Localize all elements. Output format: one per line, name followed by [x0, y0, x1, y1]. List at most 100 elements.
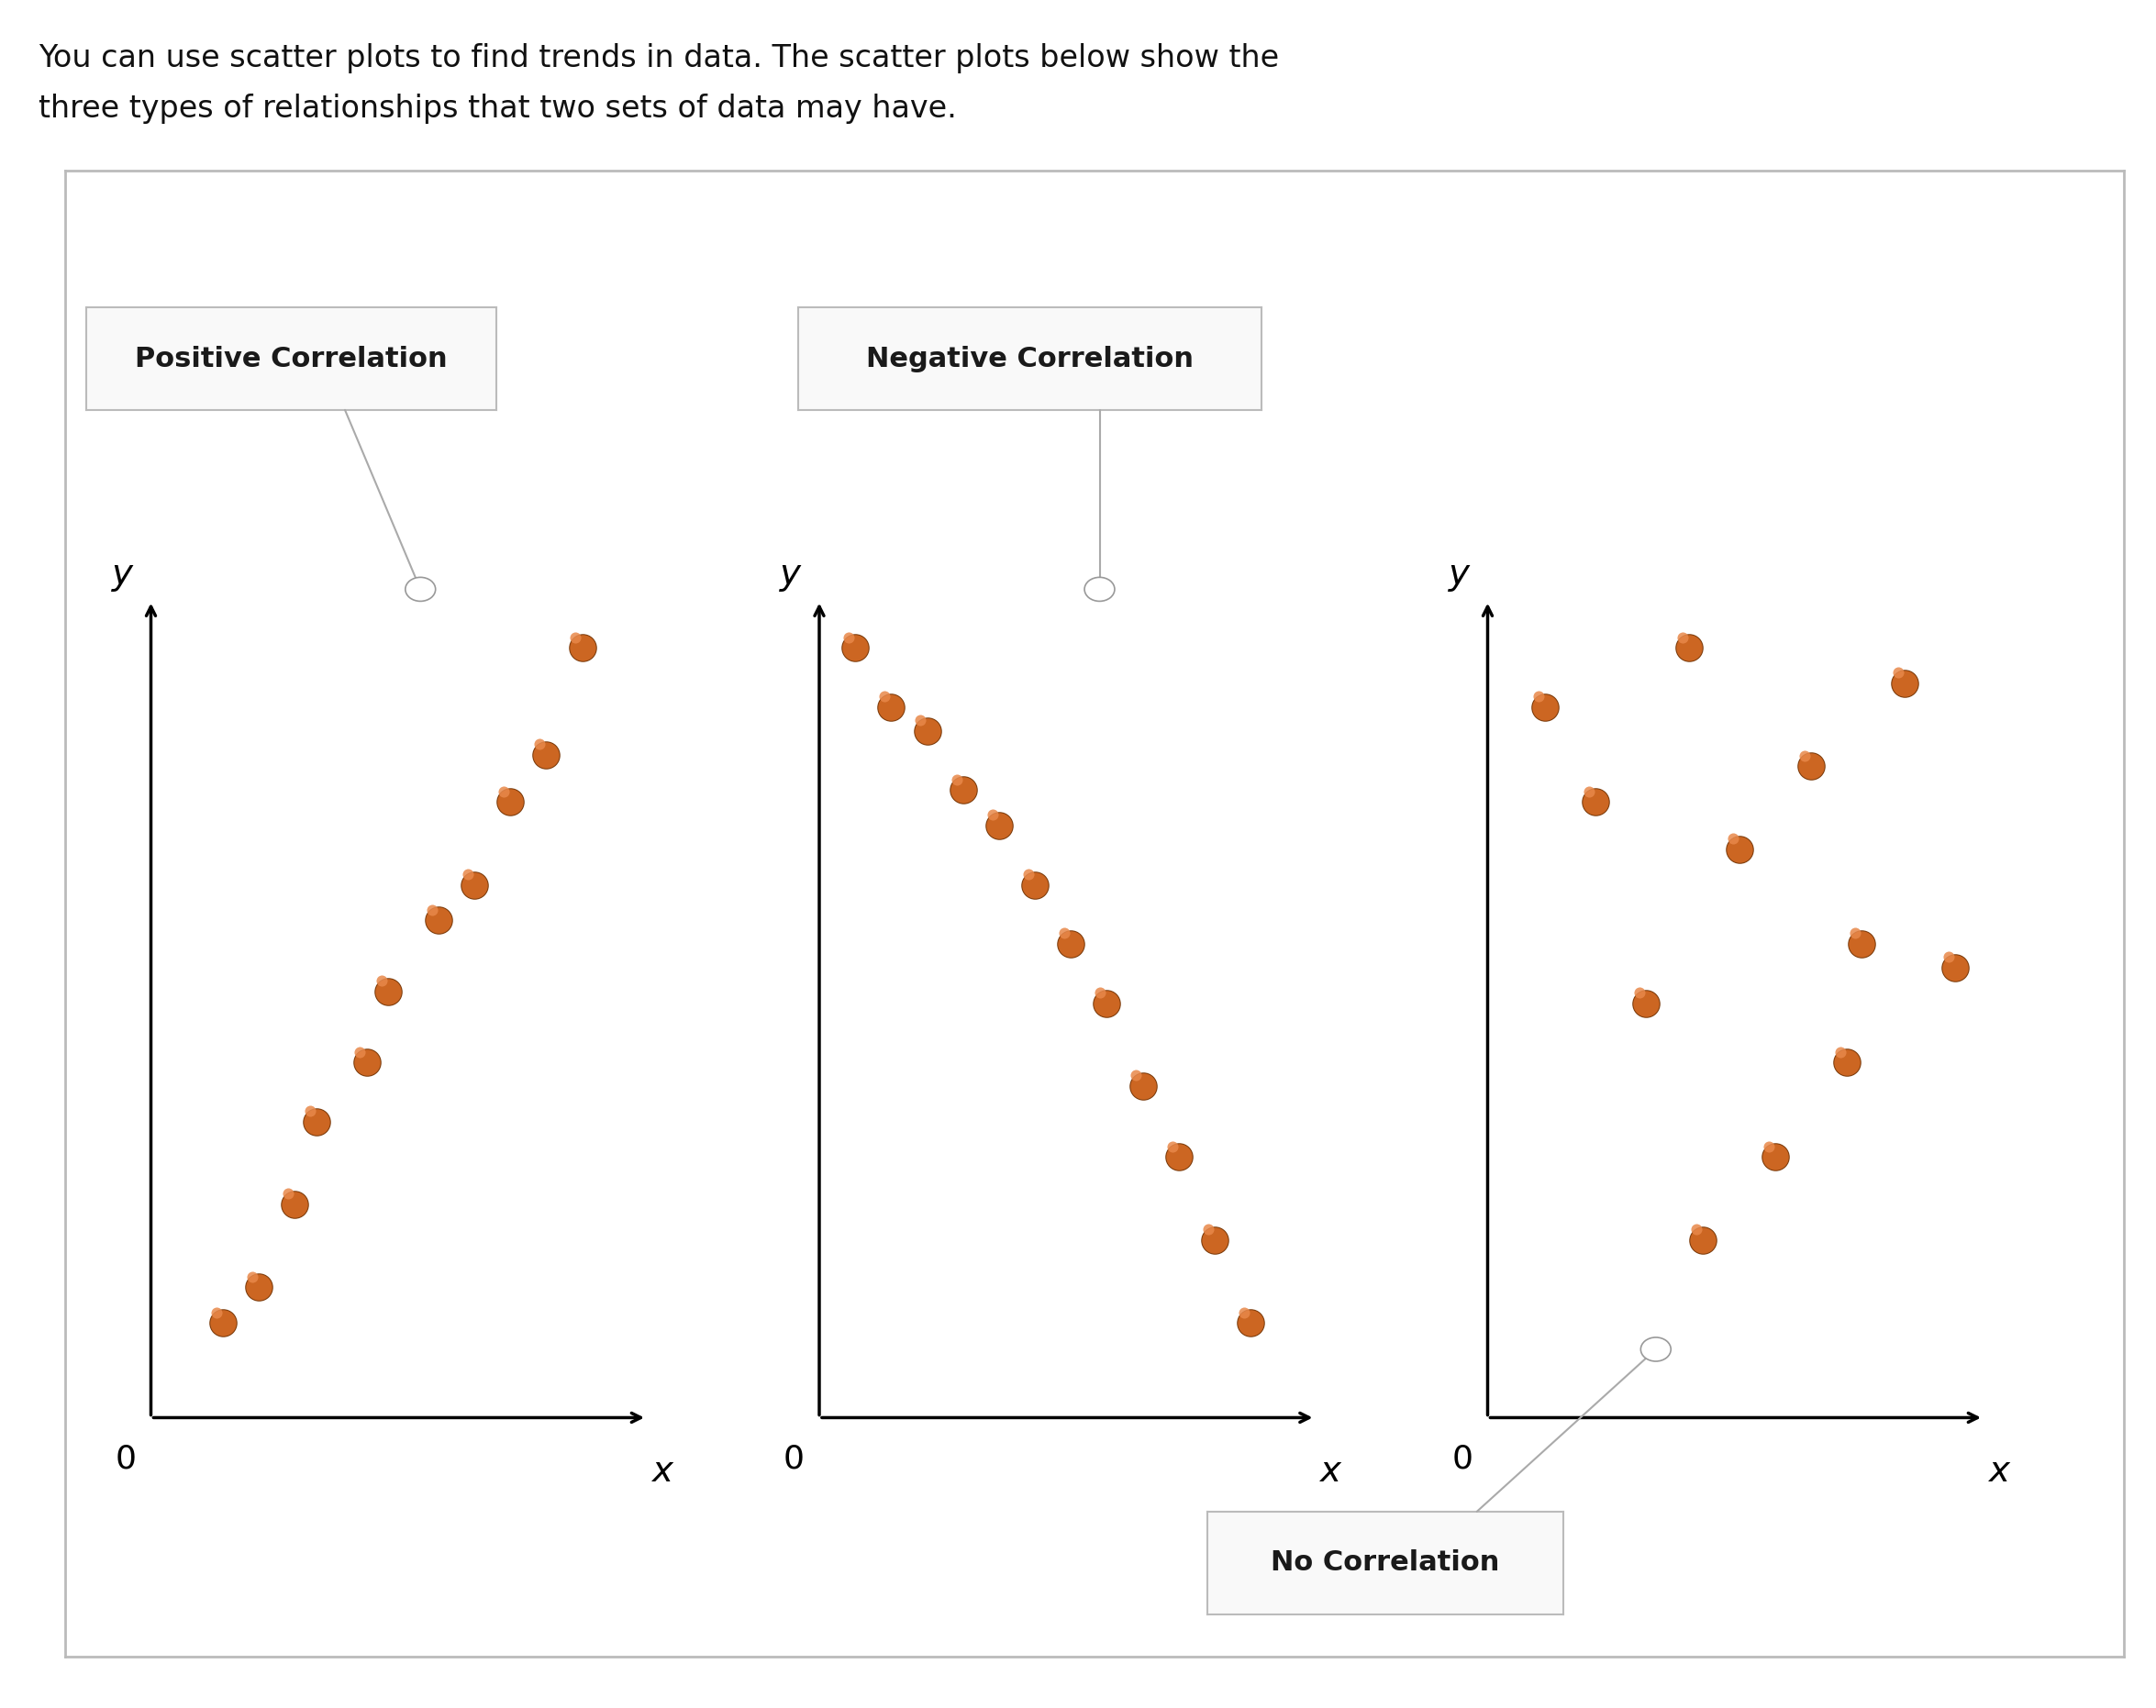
- Point: [1529, 693, 1563, 721]
- Point: [1680, 1216, 1714, 1243]
- Point: [910, 717, 944, 745]
- Point: [981, 811, 1015, 839]
- Point: [1162, 1143, 1197, 1170]
- Point: [278, 1190, 313, 1218]
- Point: [1190, 1216, 1225, 1243]
- Point: [272, 1180, 306, 1208]
- Point: [1671, 634, 1705, 661]
- Point: [1794, 753, 1828, 781]
- Point: [1628, 989, 1662, 1016]
- Point: [343, 1038, 377, 1066]
- Point: [1011, 861, 1046, 888]
- Point: [1671, 634, 1705, 661]
- Point: [1757, 1143, 1792, 1170]
- Text: y: y: [780, 557, 802, 591]
- Point: [867, 683, 901, 711]
- Point: [300, 1108, 334, 1136]
- Point: [1018, 871, 1052, 898]
- Text: 0: 0: [783, 1443, 804, 1474]
- Text: y: y: [1449, 557, 1470, 591]
- Point: [1830, 1049, 1865, 1076]
- Point: [946, 777, 981, 804]
- Point: [420, 907, 455, 934]
- Point: [1054, 931, 1089, 958]
- Point: [241, 1274, 276, 1301]
- Point: [1938, 955, 1973, 982]
- Point: [940, 765, 975, 793]
- Point: [1938, 955, 1973, 982]
- Point: [1621, 979, 1656, 1006]
- Point: [1628, 989, 1662, 1016]
- Point: [1082, 979, 1117, 1006]
- Point: [293, 1097, 328, 1124]
- Point: [528, 741, 563, 769]
- Point: [494, 787, 528, 815]
- Point: [1723, 835, 1757, 863]
- Point: [1572, 777, 1606, 804]
- Point: [1227, 1298, 1261, 1325]
- Point: [1197, 1226, 1231, 1254]
- Point: [414, 897, 448, 924]
- Point: [457, 871, 492, 898]
- Point: [1048, 919, 1082, 946]
- Point: [1787, 741, 1822, 769]
- Point: [494, 787, 528, 815]
- Point: [910, 717, 944, 745]
- Point: [278, 1190, 313, 1218]
- Point: [1886, 670, 1921, 697]
- Point: [1119, 1062, 1153, 1090]
- Text: 0: 0: [1451, 1443, 1473, 1474]
- Text: three types of relationships that two sets of data may have.: three types of relationships that two se…: [39, 94, 957, 125]
- Point: [1522, 683, 1557, 711]
- Point: [487, 777, 522, 804]
- Text: No Correlation: No Correlation: [1270, 1549, 1501, 1576]
- Point: [1529, 693, 1563, 721]
- Point: [300, 1108, 334, 1136]
- Text: 0: 0: [114, 1443, 136, 1474]
- Point: [1018, 871, 1052, 898]
- Point: [873, 693, 908, 721]
- Point: [946, 777, 981, 804]
- Point: [832, 623, 867, 651]
- Point: [1837, 919, 1871, 946]
- Point: [1156, 1132, 1190, 1160]
- Point: [558, 623, 593, 651]
- Point: [839, 634, 873, 661]
- Point: [903, 707, 938, 734]
- Point: [1686, 1226, 1720, 1254]
- Point: [528, 741, 563, 769]
- Point: [235, 1262, 270, 1290]
- Point: [1880, 659, 1915, 687]
- Point: [241, 1274, 276, 1301]
- Point: [1089, 989, 1123, 1016]
- Text: y: y: [112, 557, 134, 591]
- Text: Positive Correlation: Positive Correlation: [136, 345, 446, 372]
- Point: [205, 1310, 239, 1337]
- Point: [1757, 1143, 1792, 1170]
- Point: [565, 634, 599, 661]
- Point: [975, 801, 1009, 828]
- Point: [1794, 753, 1828, 781]
- Point: [1162, 1143, 1197, 1170]
- Text: You can use scatter plots to find trends in data. The scatter plots below show t: You can use scatter plots to find trends…: [39, 43, 1279, 73]
- Point: [1578, 787, 1613, 815]
- Point: [1830, 1049, 1865, 1076]
- Point: [1664, 623, 1699, 651]
- Point: [1089, 989, 1123, 1016]
- Text: x: x: [1319, 1454, 1341, 1488]
- Point: [1125, 1073, 1160, 1100]
- Point: [349, 1049, 384, 1076]
- Point: [1751, 1132, 1785, 1160]
- Point: [1686, 1226, 1720, 1254]
- Text: Negative Correlation: Negative Correlation: [867, 345, 1192, 372]
- Point: [420, 907, 455, 934]
- Point: [981, 811, 1015, 839]
- Point: [1716, 825, 1751, 852]
- Point: [349, 1049, 384, 1076]
- Point: [1233, 1310, 1268, 1337]
- Point: [1578, 787, 1613, 815]
- Point: [1723, 835, 1757, 863]
- Point: [371, 977, 405, 1004]
- Point: [205, 1310, 239, 1337]
- Point: [1886, 670, 1921, 697]
